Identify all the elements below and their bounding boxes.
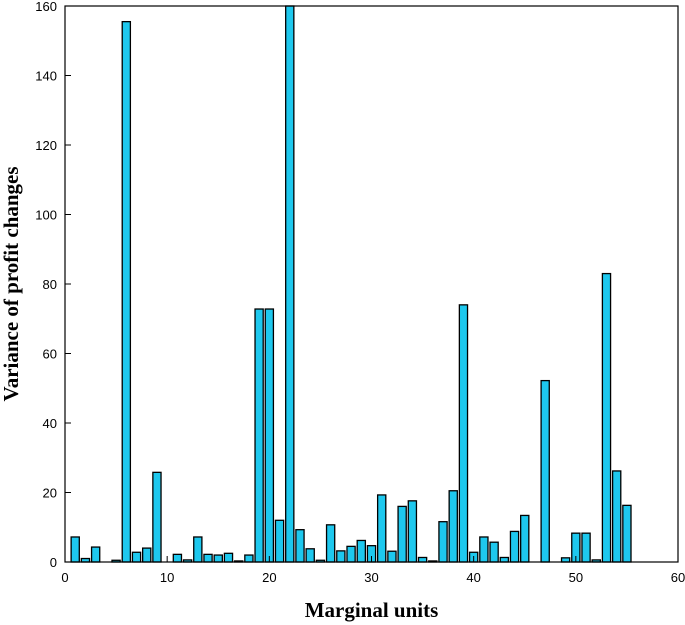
bar-24 <box>305 548 315 563</box>
bar-43 <box>499 556 510 563</box>
bar-20 <box>264 308 275 563</box>
bar-32 <box>387 550 397 563</box>
bar-42 <box>489 541 499 563</box>
bar-1 <box>70 536 80 563</box>
bar-21 <box>274 519 285 563</box>
bar-39 <box>458 304 469 563</box>
bar-18 <box>244 554 254 563</box>
bar-15 <box>213 554 223 563</box>
y-axis-label: Variance of profit changes <box>0 166 23 401</box>
bar-19 <box>254 308 264 563</box>
bar-26 <box>325 524 336 563</box>
bar-53 <box>601 272 612 563</box>
y-axis-ticks: 0 20 40 60 80 100 120 140 160 <box>35 0 71 570</box>
bar-22 <box>285 5 295 563</box>
bar-34 <box>407 500 418 563</box>
y-tick-label: 160 <box>35 0 57 14</box>
bar-49 <box>560 557 571 563</box>
x-tick-label: 10 <box>160 570 174 585</box>
bar-13 <box>193 536 203 563</box>
bar-51 <box>581 532 591 563</box>
y-tick-label: 0 <box>50 555 57 570</box>
bar-37 <box>438 521 448 563</box>
bar-28 <box>346 545 356 563</box>
x-axis-label: Marginal units <box>305 598 439 622</box>
y-tick-label: 140 <box>35 69 57 84</box>
bar-27 <box>336 550 346 563</box>
x-tick-label: 40 <box>466 570 480 585</box>
x-tick-label: 20 <box>262 570 276 585</box>
bars-group <box>70 5 632 563</box>
bar-55 <box>622 504 632 563</box>
y-tick-label: 100 <box>35 208 57 223</box>
bar-16 <box>223 552 234 563</box>
bar-7 <box>131 551 142 563</box>
bar-9 <box>152 471 162 563</box>
bar-14 <box>203 553 213 563</box>
bar-54 <box>611 470 622 563</box>
bar-29 <box>356 539 367 563</box>
bar-33 <box>397 505 407 563</box>
bar-35 <box>417 556 428 563</box>
bar-31 <box>376 494 387 563</box>
bar-44 <box>509 530 520 563</box>
bar-47 <box>540 379 550 563</box>
y-tick-label: 40 <box>43 416 57 431</box>
bar-45 <box>520 514 530 563</box>
x-tick-label: 60 <box>671 570 685 585</box>
x-tick-label: 30 <box>364 570 378 585</box>
x-tick-label: 0 <box>61 570 68 585</box>
bar-8 <box>141 547 152 563</box>
y-tick-label: 60 <box>43 347 57 362</box>
y-tick-label: 20 <box>43 486 57 501</box>
x-tick-label: 50 <box>569 570 583 585</box>
y-tick-label: 120 <box>35 138 57 153</box>
bar-11 <box>172 553 183 563</box>
x-axis-ticks: 0 10 20 30 40 50 60 <box>61 556 685 585</box>
bar-41 <box>479 536 489 563</box>
bar-3 <box>90 546 101 563</box>
y-tick-label: 80 <box>43 277 57 292</box>
bar-38 <box>448 490 458 563</box>
bar-23 <box>295 529 305 563</box>
bar-6 <box>121 20 132 563</box>
